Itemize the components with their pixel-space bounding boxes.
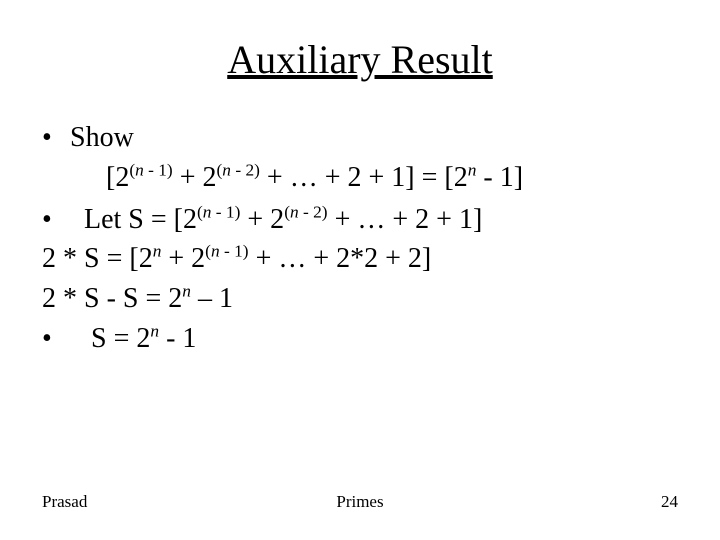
eq-text: 2 * S = [2 (42, 243, 153, 274)
bullet-dot-icon: • (42, 201, 70, 239)
eq-text: + 2 (161, 243, 205, 274)
eq-sup: (n - 2) (217, 160, 260, 179)
eq-sup: (n - 1) (129, 160, 172, 179)
eq-text: + … + 2 + 1] = [2 (260, 162, 468, 193)
slide-body: • Show [2(n - 1) + 2(n - 2) + … + 2 + 1]… (42, 119, 678, 358)
let-s-line: Let S = [2(n - 1) + 2(n - 2) + … + 2 + 1… (70, 201, 482, 239)
eq-text: [2 (106, 162, 129, 193)
two-s-line: 2 * S = [2 n + 2(n - 1) + … + 2*2 + 2] (42, 240, 678, 278)
sup-n: n (135, 160, 144, 179)
bullet-dot-icon: • (42, 320, 70, 358)
eq-text: + … + 2 + 1] (328, 204, 483, 235)
eq-text: Let S = [2 (84, 204, 197, 235)
sup-n: n (222, 160, 231, 179)
slide-footer: Prasad Primes 24 (42, 492, 678, 512)
eq-sup: n (150, 322, 159, 341)
sup-n: n (211, 242, 220, 261)
eq-sup: (n - 1) (197, 202, 240, 221)
final-line: S = 2n - 1 (70, 320, 196, 358)
sup-rest: - 1) (211, 202, 240, 221)
sup-rest: - 1) (144, 160, 173, 179)
eq-text: 2 * S - S = 2 (42, 283, 182, 314)
bullet-final: • S = 2n - 1 (42, 320, 678, 358)
slide: Auxiliary Result • Show [2(n - 1) + 2(n … (0, 0, 720, 540)
eq-sup: (n - 1) (205, 242, 248, 261)
diff-line: 2 * S - S = 2n – 1 (42, 280, 678, 318)
show-text: Show (70, 119, 134, 157)
eq-text: + 2 (240, 204, 284, 235)
eq-text: + … + 2*2 + 2] (249, 243, 432, 274)
bullet-let-s: • Let S = [2(n - 1) + 2(n - 2) + … + 2 +… (42, 201, 678, 239)
slide-title: Auxiliary Result (42, 36, 678, 83)
eq-text: S = 2 (91, 323, 150, 354)
footer-center: Primes (42, 492, 678, 512)
eq-sup: (n - 2) (284, 202, 327, 221)
sup-rest: - 2) (299, 202, 328, 221)
eq-text: - 1 (159, 323, 196, 354)
sup-rest: - 2) (231, 160, 260, 179)
eq-sup: n (182, 282, 191, 301)
sup-rest: - 1) (220, 242, 249, 261)
main-equation: [2(n - 1) + 2(n - 2) + … + 2 + 1] = [2n … (106, 159, 678, 197)
bullet-show: • Show (42, 119, 678, 157)
eq-text: + 2 (173, 162, 217, 193)
sup-n: n (290, 202, 299, 221)
eq-text: – 1 (191, 283, 233, 314)
eq-text: - 1] (476, 162, 523, 193)
bullet-dot-icon: • (42, 119, 70, 157)
